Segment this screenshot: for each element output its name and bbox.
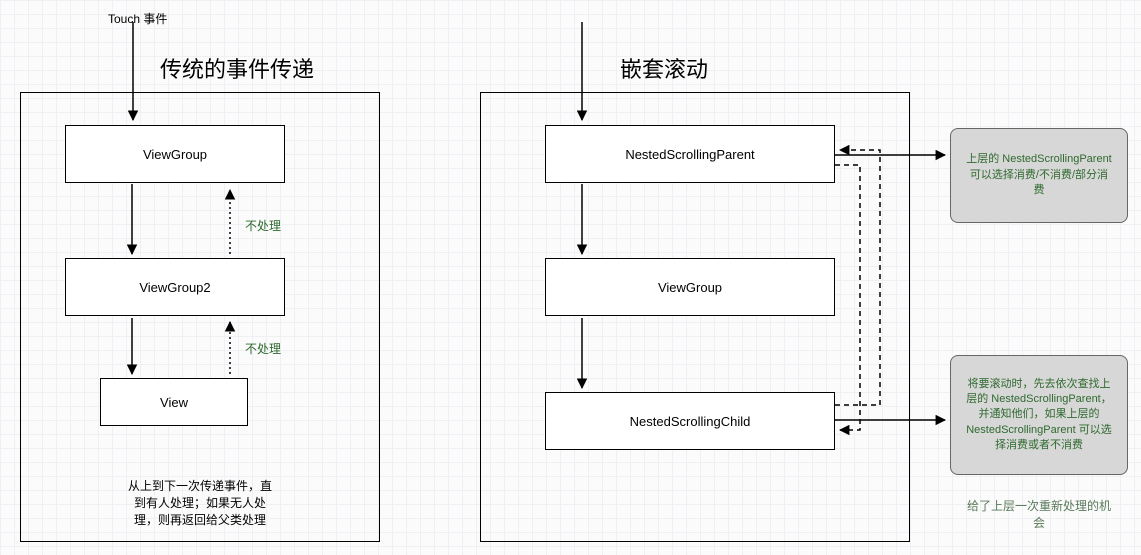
box-label: NestedScrollingParent — [625, 147, 754, 162]
right-title: 嵌套滚动 — [620, 52, 708, 84]
label-no-handle-2: 不处理 — [245, 340, 281, 357]
box-viewgroup2: ViewGroup2 — [65, 258, 285, 316]
box-label: ViewGroup2 — [139, 280, 210, 295]
right-bottom-note: 给了上层一次重新处理的机 会 — [964, 498, 1114, 532]
box-nsp: NestedScrollingParent — [545, 125, 835, 183]
box-view: View — [100, 378, 248, 426]
note-consume: 上层的 NestedScrollingParent 可以选择消费/不消费/部分消… — [950, 128, 1128, 223]
touch-label: Touch 事件 — [108, 10, 167, 27]
label-no-handle-1: 不处理 — [245, 217, 281, 234]
box-vg-right: ViewGroup — [545, 258, 835, 316]
box-label: NestedScrollingChild — [630, 414, 751, 429]
left-title: 传统的事件传递 — [160, 52, 314, 84]
box-nsc: NestedScrollingChild — [545, 392, 835, 450]
box-label: ViewGroup — [143, 147, 207, 162]
left-description: 从上到下一次传递事件，直 到有人处理；如果无人处 理，则再返回给父类处理 — [105, 478, 295, 528]
box-label: View — [160, 395, 188, 410]
box-label: ViewGroup — [658, 280, 722, 295]
note-scroll: 将要滚动时，先去依次查找上 层的 NestedScrollingParent， … — [950, 355, 1128, 475]
box-viewgroup: ViewGroup — [65, 125, 285, 183]
